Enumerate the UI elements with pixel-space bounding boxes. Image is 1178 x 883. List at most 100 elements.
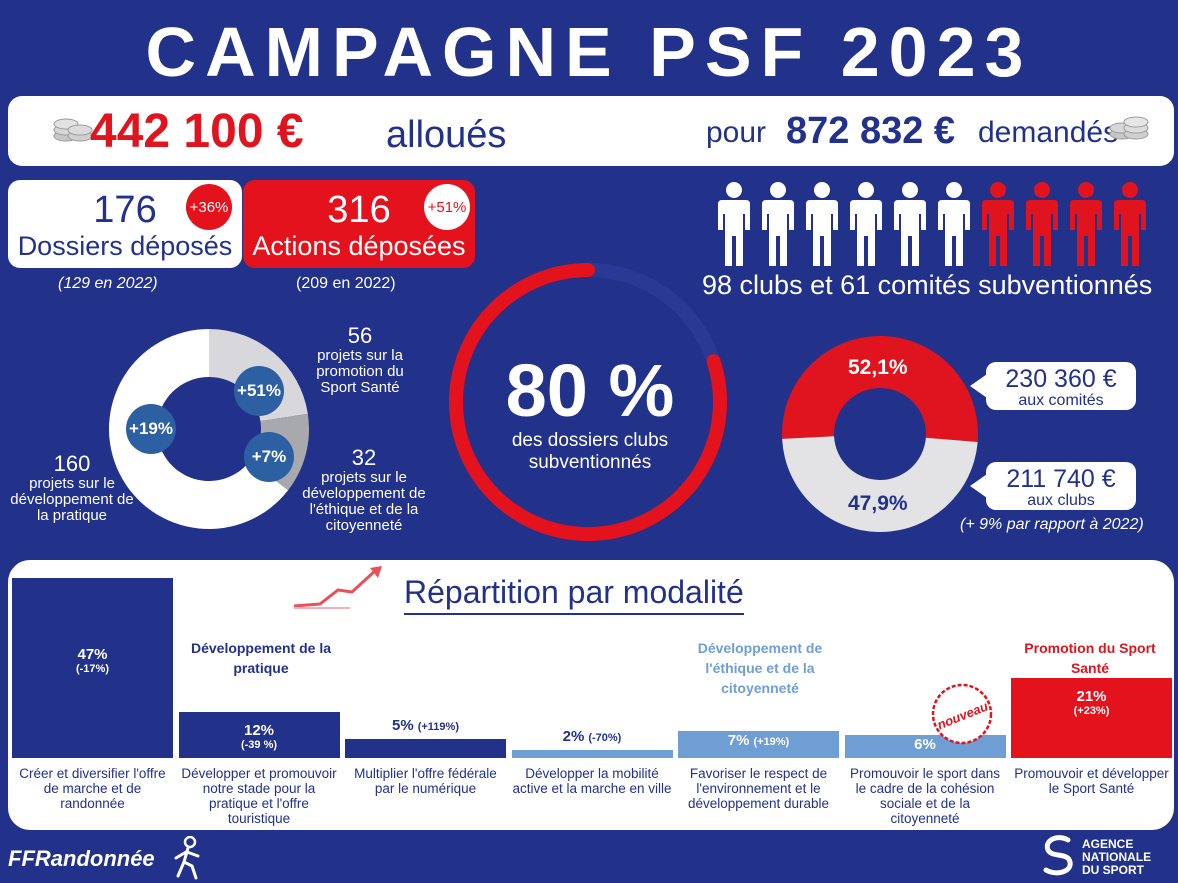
actions-number: 316 [327, 189, 391, 231]
bar-change: (+23%) [1073, 704, 1110, 717]
person-icon [718, 182, 750, 266]
trend-arrow-icon [293, 566, 382, 609]
bar-value-label: 2% (-70%) [512, 728, 673, 745]
bar-category-label: Promouvoir et développer le Sport Santé [1014, 766, 1169, 796]
donut-number-sante: 56 [347, 323, 373, 348]
donut-text-sante: projets sur la promotion du Sport Santé [316, 347, 404, 396]
clubs-target: aux clubs [1027, 492, 1095, 509]
bar-value-label: 5% (+119%) [345, 717, 506, 734]
people-pictogram [718, 182, 1146, 266]
person-icon [1070, 182, 1102, 266]
split-label-comites: 52,1% [848, 356, 908, 379]
donut-label-pratique: 160 projets sur le développement de la p… [10, 452, 134, 524]
donut-number-pratique: 160 [53, 451, 91, 476]
dossiers-badge: +36% [186, 184, 232, 230]
bar-category-label: Multiplier l'offre fédérale par le numér… [354, 766, 497, 796]
bar-change: (+19%) [753, 736, 790, 749]
bar-change: (-17%) [75, 663, 109, 675]
bar [1011, 677, 1172, 758]
split-segment-comites [782, 335, 978, 443]
actions-label: Actions déposées [252, 231, 466, 261]
bar [345, 738, 506, 758]
comites-amount: 230 360 € [1005, 365, 1117, 393]
donut-badge-pratique: +19% [126, 404, 176, 454]
coins-icon [53, 118, 93, 142]
bar-value-label: 21% (+23%) [1011, 688, 1172, 717]
page-title: CAMPAGNE PSF 2023 [145, 13, 1033, 91]
category-title-sante: Promotion du Sport Santé [1024, 640, 1156, 676]
actions-card: 316 Actions déposées [243, 180, 475, 268]
agency-name: AGENCE NATIONALE DU SPORT [1082, 838, 1151, 877]
new-stamp: nouveau [931, 683, 993, 745]
bar-change: (+119%) [417, 720, 459, 733]
requested-amount: 872 832 € [786, 110, 956, 152]
actions-previous: (209 en 2022) [296, 275, 396, 292]
person-icon [1114, 182, 1146, 266]
ffrandonnee-logo: FFRandonnée [8, 846, 155, 871]
bar-value-label: 47% (-17%) [12, 646, 173, 675]
donut-badge-ethique: +7% [244, 432, 294, 482]
agency-line2: NATIONALE [1082, 850, 1152, 864]
person-icon [982, 182, 1014, 266]
agency-line3: DU SPORT [1082, 863, 1145, 877]
split-label-clubs: 47,9% [848, 492, 908, 515]
person-icon [894, 182, 926, 266]
ans-logo-icon [1043, 835, 1073, 876]
bar-value-label: 12% (-39 %) [179, 722, 340, 751]
requested-prefix: pour [706, 116, 767, 149]
subsidised-caption: 98 clubs et 61 comités subventionnés [702, 270, 1153, 300]
donut-text-pratique: projets sur le développement de la prati… [10, 475, 134, 524]
pointer-left-icon [970, 372, 990, 400]
bar-category-label: Promouvoir le sport dans le cadre de la … [849, 766, 1001, 826]
donut-segment [109, 329, 289, 529]
bar-category-label: Développer la mobilité active et la marc… [512, 766, 672, 796]
split-donut [782, 335, 978, 532]
gauge-fill [449, 263, 727, 541]
bar-pct: 21% [1076, 687, 1107, 705]
bar-category-label: Développer et promouvoir notre stade pou… [181, 766, 337, 826]
allocated-amount: 442 100 € [90, 105, 304, 158]
donut-label-ethique: 32 projets sur le développement de l'éth… [290, 446, 438, 534]
bar-value-label: 6% [845, 736, 1006, 753]
bar-value-label: 7% (+19%) [678, 732, 839, 749]
bar-pct: 12% [243, 722, 275, 740]
bar-change: (-39 %) [240, 739, 278, 752]
pointer-left-icon [970, 472, 990, 500]
comites-amount-box: 230 360 € aux comités [986, 362, 1136, 410]
clubs-amount-box: 211 740 € aux clubs [986, 462, 1136, 510]
bar [511, 750, 673, 758]
category-title-ethique: Développement de l'éthique et de la cito… [697, 640, 823, 696]
bar-pct: 6% [914, 736, 936, 754]
bar-category-label: Créer et diversifier l'offre de marche e… [19, 766, 166, 811]
allocated-label: alloués [386, 114, 507, 156]
requested-label: demandés [978, 116, 1119, 149]
actions-badge: +51% [424, 184, 470, 230]
split-segment-clubs [782, 436, 978, 532]
gauge-value: 80 % [505, 349, 675, 432]
donut-number-ethique: 32 [351, 445, 377, 470]
person-icon [850, 182, 882, 266]
donut-label-sante: 56 projets sur la promotion du Sport San… [298, 324, 422, 396]
bar-pct: 2% [562, 728, 585, 745]
person-icon [1026, 182, 1058, 266]
gauge-ring [449, 263, 727, 541]
dossiers-previous: (129 en 2022) [58, 275, 158, 292]
funding-band: 442 100 € alloués pour 872 832 € demandé… [8, 96, 1174, 166]
donut-badge-sante: +51% [234, 366, 284, 416]
bar [678, 731, 839, 758]
person-icon [762, 182, 794, 266]
donut-text-ethique: projets sur le développement de l'éthiqu… [302, 469, 426, 534]
modalities-title: Répartition par modalité [404, 574, 744, 615]
bar-pct: 47% [77, 646, 108, 663]
bar-pct: 5% [392, 716, 414, 734]
bar-category-label: Favoriser le respect de l'environnement … [687, 766, 830, 811]
bar [12, 578, 173, 758]
clubs-note: (+ 9% par rapport à 2022) [960, 516, 1144, 533]
person-icon [938, 182, 970, 266]
category-title-pratique: Développement de la pratique [190, 640, 332, 676]
bar-pct: 7% [727, 732, 750, 750]
gauge-label: des dossiers clubs subventionnés [511, 430, 669, 473]
agency-line1: AGENCE [1082, 837, 1134, 851]
clubs-amount: 211 740 € [1006, 465, 1116, 493]
hiker-icon [174, 836, 200, 880]
